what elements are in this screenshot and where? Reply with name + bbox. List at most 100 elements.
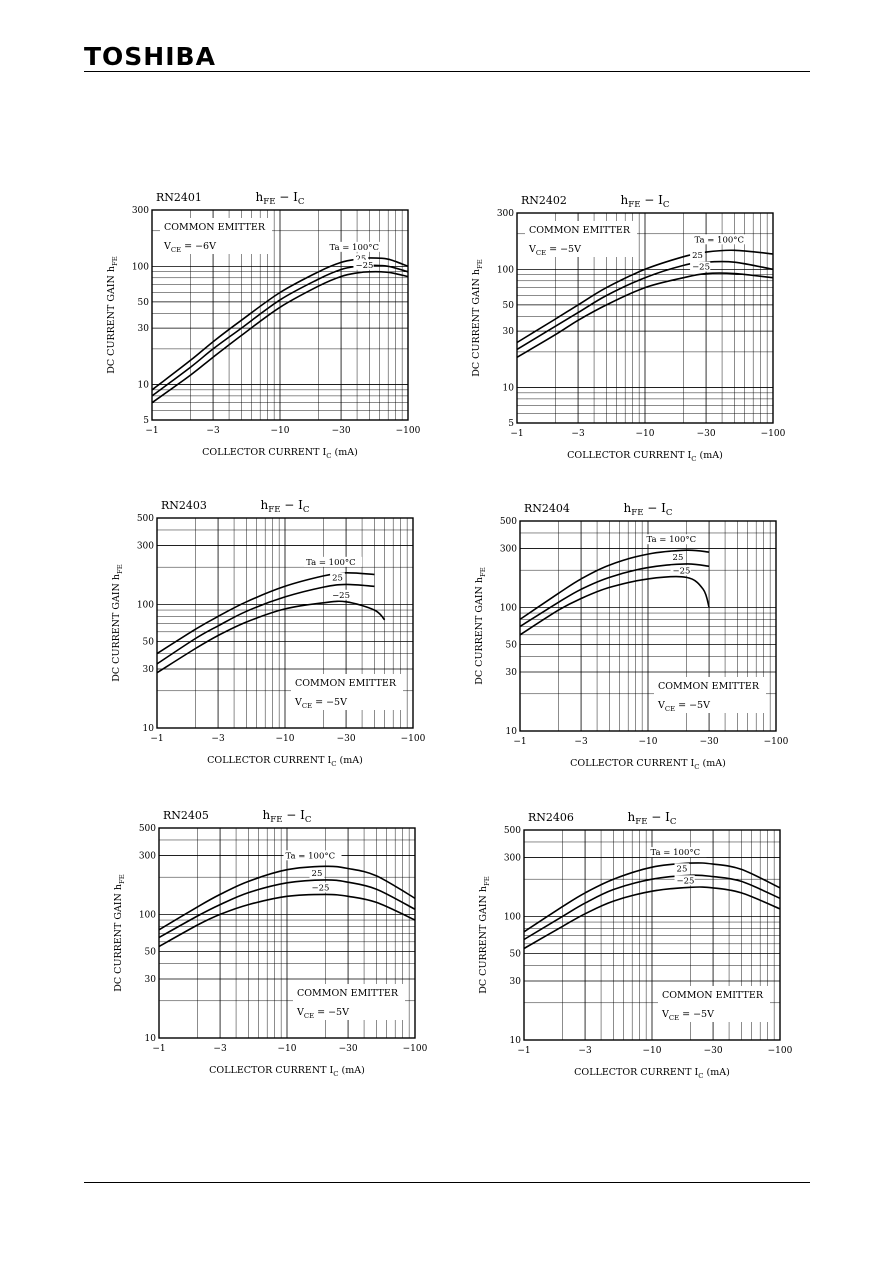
part-number: RN2404 bbox=[524, 502, 570, 515]
y-tick-label: 10 bbox=[506, 727, 518, 737]
x-tick-label: −10 bbox=[636, 429, 655, 439]
series-label-bg bbox=[674, 863, 690, 874]
series-label-1: 25 bbox=[677, 864, 688, 874]
plot-frame bbox=[156, 517, 414, 729]
series-label-bg bbox=[648, 847, 707, 858]
y-tick-label: 50 bbox=[145, 948, 157, 958]
series-label-0: Ta = 100°C bbox=[306, 558, 356, 568]
part-number: RN2403 bbox=[161, 499, 207, 512]
y-tick-label: 30 bbox=[138, 324, 150, 334]
x-tick-label: −3 bbox=[213, 1044, 227, 1054]
x-axis-label: COLLECTOR CURRENT IC (mA) bbox=[207, 755, 363, 768]
x-tick-label: −30 bbox=[337, 734, 356, 744]
x-tick-label: −1 bbox=[510, 429, 523, 439]
y-tick-label: 30 bbox=[506, 668, 518, 678]
plot-frame bbox=[151, 209, 409, 421]
series-label-bg bbox=[670, 565, 691, 576]
y-axis-label: DC CURRENT GAIN hFE bbox=[113, 874, 126, 991]
y-tick-label: 30 bbox=[503, 327, 515, 337]
series-label-1: 25 bbox=[692, 251, 703, 261]
x-tick-label: −1 bbox=[513, 737, 526, 747]
chart-title: hFE − IC bbox=[627, 810, 676, 827]
series-label-bg bbox=[690, 261, 711, 272]
plot-frame bbox=[523, 829, 781, 1041]
conditions-box bbox=[291, 674, 403, 710]
x-tick-label: −10 bbox=[639, 737, 658, 747]
y-tick-label: 300 bbox=[137, 541, 154, 551]
y-tick-label: 500 bbox=[500, 517, 517, 527]
y-tick-label: 30 bbox=[510, 977, 522, 987]
series-line-2 bbox=[156, 600, 386, 674]
part-number: RN2401 bbox=[156, 191, 202, 204]
series-label-bg bbox=[353, 259, 374, 270]
conditions-box bbox=[293, 984, 405, 1020]
series-line-1 bbox=[156, 583, 375, 665]
y-tick-label: 10 bbox=[145, 1034, 157, 1044]
x-tick-label: −10 bbox=[278, 1044, 297, 1054]
x-tick-label: −30 bbox=[332, 426, 351, 436]
chart-svg: −1 −3 −10 −30 −100 10 30 50 100 300 500 RN2406 hFE −… bbox=[478, 810, 793, 1080]
conditions-line1: COMMON EMITTER bbox=[297, 988, 399, 999]
series-label-2: −25 bbox=[312, 883, 330, 893]
y-tick-label: 100 bbox=[132, 262, 149, 272]
conditions-box bbox=[525, 221, 637, 257]
conditions-line1: COMMON EMITTER bbox=[529, 225, 631, 236]
series-line-2 bbox=[523, 886, 781, 950]
x-tick-label: −30 bbox=[697, 429, 716, 439]
series-group bbox=[523, 862, 781, 950]
series-label-bg bbox=[674, 875, 695, 886]
series-label-bg bbox=[327, 241, 386, 252]
series-label-1: 25 bbox=[673, 553, 684, 563]
series-line-1 bbox=[151, 264, 409, 397]
series-label-bg bbox=[283, 850, 342, 861]
chart-rn2406: −1 −3 −10 −30 −100 10 30 50 100 300 500 RN2406 hFE −… bbox=[472, 805, 832, 1095]
series-line-2 bbox=[158, 893, 416, 948]
x-tick-label: −1 bbox=[517, 1046, 530, 1056]
chart-svg: −1 −3 −10 −30 −100 5 10 30 50 100 300 RN2402 hFE − I… bbox=[471, 193, 786, 463]
series-group bbox=[519, 549, 710, 636]
x-axis-label: COLLECTOR CURRENT IC (mA) bbox=[209, 1065, 365, 1078]
series-label-bg bbox=[690, 250, 705, 261]
series-label-0: Ta = 100°C bbox=[694, 235, 744, 245]
part-number: RN2402 bbox=[521, 194, 567, 207]
x-tick-label: −10 bbox=[271, 426, 290, 436]
conditions-line2: VCE = −5V bbox=[528, 244, 581, 257]
series-label-bg bbox=[330, 572, 345, 583]
x-axis-label: COLLECTOR CURRENT IC (mA) bbox=[202, 447, 358, 460]
series-line-1 bbox=[523, 874, 781, 941]
toshiba-logo: TOSHIBA bbox=[84, 42, 216, 71]
y-tick-label: 30 bbox=[143, 665, 155, 675]
series-label-2: −25 bbox=[332, 591, 350, 601]
chart-title: hFE − IC bbox=[255, 190, 304, 207]
part-number: RN2405 bbox=[163, 809, 209, 822]
series-line-1 bbox=[516, 260, 774, 351]
header-rule bbox=[84, 71, 810, 72]
plot-frame bbox=[158, 827, 416, 1039]
series-label-bg bbox=[309, 867, 325, 878]
series-group bbox=[516, 249, 774, 358]
chart-rn2403: −1 −3 −10 −30 −100 10 30 50 100 300 500 RN2403 hFE −… bbox=[105, 493, 465, 783]
footer-rule bbox=[84, 1182, 810, 1183]
grid bbox=[520, 521, 776, 731]
conditions-box bbox=[658, 986, 770, 1022]
x-tick-label: −3 bbox=[206, 426, 220, 436]
y-tick-label: 10 bbox=[143, 724, 155, 734]
y-tick-label: 100 bbox=[139, 910, 156, 920]
y-tick-label: 300 bbox=[139, 851, 156, 861]
chart-rn2405: −1 −3 −10 −30 −100 10 30 50 100 300 500 RN2405 hFE −… bbox=[107, 803, 467, 1093]
series-label-1: 25 bbox=[355, 254, 366, 264]
series-label-0: Ta = 100°C bbox=[329, 243, 379, 253]
series-line-2 bbox=[151, 270, 409, 404]
y-tick-label: 10 bbox=[138, 380, 150, 390]
x-tick-label: −3 bbox=[578, 1046, 592, 1056]
x-tick-label: −3 bbox=[211, 734, 225, 744]
y-tick-label: 30 bbox=[145, 975, 157, 985]
conditions-line1: COMMON EMITTER bbox=[295, 678, 397, 689]
x-axis-label: COLLECTOR CURRENT IC (mA) bbox=[574, 1067, 730, 1080]
x-tick-label: −100 bbox=[768, 1046, 793, 1056]
y-tick-label: 300 bbox=[500, 544, 517, 554]
x-tick-label: −100 bbox=[764, 737, 789, 747]
y-tick-label: 50 bbox=[506, 641, 518, 651]
y-tick-label: 100 bbox=[504, 912, 521, 922]
series-line-2 bbox=[519, 575, 710, 636]
